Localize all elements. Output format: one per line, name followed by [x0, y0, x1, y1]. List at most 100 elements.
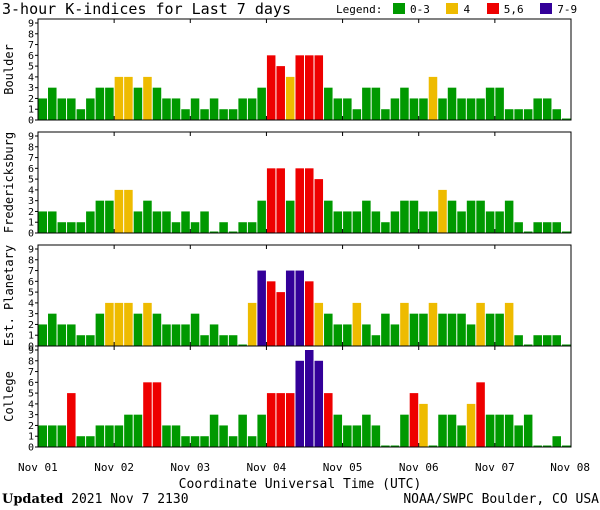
x-tick-label-2: Nov 03 [170, 461, 210, 474]
bar-fredericksburg-54 [552, 222, 561, 233]
bar-est-planetary-8 [114, 302, 124, 346]
bar-est-planetary-32 [343, 324, 352, 346]
bar-boulder-15 [181, 109, 190, 120]
bar-boulder-31 [333, 98, 343, 120]
y-tick-label-3-2: 2 [28, 421, 34, 432]
bar-college-42 [438, 414, 447, 447]
bar-est-planetary-52 [533, 335, 542, 346]
bar-boulder-22 [247, 98, 257, 120]
legend-item-7-9: 7-9 [540, 3, 577, 16]
bar-boulder-1 [48, 87, 57, 120]
bar-est-planetary-2 [57, 324, 67, 346]
credit-text: NOAA/SWPC Boulder, CO USA [403, 492, 599, 507]
bar-boulder-46 [476, 98, 485, 120]
bar-college-16 [190, 436, 200, 447]
bar-college-30 [324, 393, 333, 447]
bar-college-24 [266, 393, 276, 447]
bar-est-planetary-12 [152, 313, 162, 346]
bar-fredericksburg-14 [171, 222, 181, 233]
bar-college-6 [95, 425, 105, 447]
bar-boulder-23 [257, 87, 266, 120]
y-tick-label-3-5: 5 [28, 389, 34, 400]
panel-frame-3 [37, 345, 572, 448]
bar-boulder-20 [228, 109, 238, 120]
y-tick-label-2-5: 5 [28, 288, 34, 299]
bar-college-46 [476, 382, 485, 447]
bar-fredericksburg-44 [457, 211, 466, 233]
bar-college-17 [200, 436, 209, 447]
bar-est-planetary-33 [352, 302, 362, 346]
bar-boulder-30 [324, 87, 333, 120]
bar-fredericksburg-26 [285, 200, 295, 233]
bar-fredericksburg-22 [247, 222, 257, 233]
bar-est-planetary-9 [124, 302, 133, 346]
bar-fredericksburg-29 [314, 179, 324, 233]
bar-boulder-28 [305, 55, 314, 120]
bar-college-26 [285, 393, 295, 447]
panel-name-0: Boulder [2, 44, 16, 95]
legend-swatch-5-6 [486, 3, 499, 14]
bar-est-planetary-21 [238, 344, 247, 346]
bar-college-2 [57, 425, 67, 447]
bar-est-planetary-3 [67, 324, 76, 346]
bar-fredericksburg-6 [95, 200, 105, 233]
bar-est-planetary-48 [495, 313, 504, 346]
bar-college-27 [295, 360, 304, 447]
bar-fredericksburg-18 [209, 231, 219, 233]
bar-boulder-3 [67, 98, 76, 120]
bar-fredericksburg-49 [504, 200, 514, 233]
bar-college-4 [76, 436, 86, 447]
bar-est-planetary-42 [438, 313, 447, 346]
bar-est-planetary-24 [266, 281, 276, 346]
bar-fredericksburg-47 [485, 211, 495, 233]
bar-college-40 [419, 403, 428, 447]
bar-boulder-24 [266, 55, 276, 120]
y-tick-label-0-8: 8 [28, 29, 34, 40]
bar-est-planetary-10 [133, 313, 143, 346]
bar-fredericksburg-12 [152, 211, 162, 233]
bar-fredericksburg-39 [409, 200, 419, 233]
bar-est-planetary-11 [143, 302, 152, 346]
bar-boulder-40 [419, 98, 428, 120]
bar-fredericksburg-9 [124, 189, 133, 233]
y-tick-label-1-0: 0 [28, 229, 34, 240]
bar-est-planetary-13 [162, 324, 171, 346]
bar-est-planetary-36 [381, 313, 390, 346]
legend-text-7-9: 7-9 [557, 3, 578, 16]
bar-boulder-4 [76, 109, 86, 120]
bar-boulder-14 [171, 98, 181, 120]
bar-fredericksburg-7 [105, 200, 114, 233]
bar-boulder-5 [86, 98, 95, 120]
bar-fredericksburg-0 [38, 211, 48, 233]
bar-college-11 [143, 382, 152, 447]
y-tick-label-2-8: 8 [28, 255, 34, 266]
bar-boulder-43 [447, 87, 457, 120]
panel-name-2: Est. Planetary [2, 245, 16, 346]
bar-est-planetary-19 [219, 335, 228, 346]
bar-college-47 [485, 414, 495, 447]
bar-fredericksburg-42 [438, 189, 447, 233]
y-tick-label-1-4: 4 [28, 185, 34, 196]
bar-fredericksburg-20 [228, 231, 238, 233]
bar-fredericksburg-37 [390, 211, 400, 233]
y-tick-label-0-6: 6 [28, 51, 34, 62]
bar-est-planetary-27 [295, 270, 304, 346]
bar-boulder-41 [428, 76, 438, 120]
bar-est-planetary-6 [95, 313, 105, 346]
bar-college-0 [38, 425, 48, 447]
bar-est-planetary-28 [305, 281, 314, 346]
bar-boulder-45 [466, 98, 476, 120]
bar-est-planetary-23 [257, 270, 266, 346]
bar-fredericksburg-15 [181, 211, 190, 233]
bar-est-planetary-53 [542, 335, 552, 346]
x-tick-label-7: Nov 08 [550, 461, 590, 474]
bar-college-18 [209, 414, 219, 447]
bar-est-planetary-50 [514, 335, 523, 346]
bar-college-45 [466, 403, 476, 447]
bar-college-38 [400, 414, 409, 447]
legend-swatch-7-9 [540, 3, 553, 14]
bar-boulder-2 [57, 98, 67, 120]
y-tick-label-1-9: 9 [28, 132, 34, 143]
y-tick-label-3-0: 0 [28, 443, 34, 454]
bar-est-planetary-44 [457, 313, 466, 346]
